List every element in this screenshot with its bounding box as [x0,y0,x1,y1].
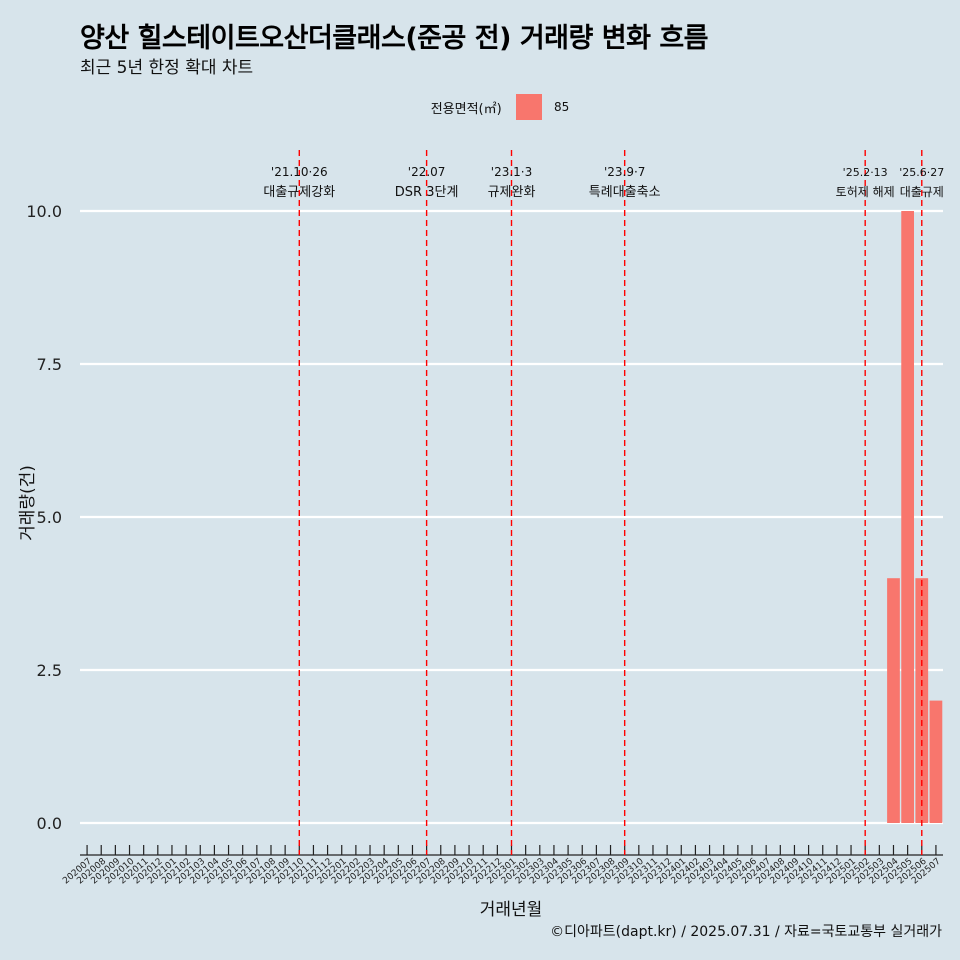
event-date-label: '21.10·26 [271,165,328,179]
y-tick-label: 2.5 [37,661,62,680]
bar [887,578,900,823]
event-date-label: '25.2·13 [843,166,888,179]
event-text-label: 토허제 해제 [836,185,895,199]
source-caption: ©디아파트(dapt.kr) / 2025.07.31 / 자료=국토교통부 실… [550,924,942,940]
legend-swatch [515,94,542,120]
event-text-label: 대출규제강화 [263,185,335,200]
event-text-label: 특례대출축소 [589,185,661,200]
event-text-label: 대출규제 [900,185,944,199]
y-axis-title: 거래량(건) [18,465,38,541]
legend-title: 전용면적(㎡) [430,101,502,117]
y-tick-label: 10.0 [26,202,62,221]
x-axis-title: 거래년월 [480,900,543,920]
event-text-label: DSR 3단계 [395,185,459,200]
y-tick-label: 7.5 [37,355,62,374]
legend: 전용면적(㎡) 85 [0,94,960,120]
event-text-label: 규제완화 [488,185,536,200]
event-date-label: '22.07 [408,165,446,179]
bar [929,700,943,823]
event-date-label: '25.6·27 [899,166,944,179]
event-date-label: '23.9·7 [604,165,645,179]
chart-subtitle: 최근 5년 한정 확대 차트 [80,58,254,78]
legend-label: 85 [553,100,570,114]
event-date-label: '23.1·3 [491,165,532,179]
y-tick-label: 0.0 [37,814,62,833]
bar [901,211,914,823]
y-tick-label: 5.0 [37,508,62,527]
chart-title: 양산 힐스테이트오산더클래스(준공 전) 거래량 변화 흐름 [80,23,709,54]
